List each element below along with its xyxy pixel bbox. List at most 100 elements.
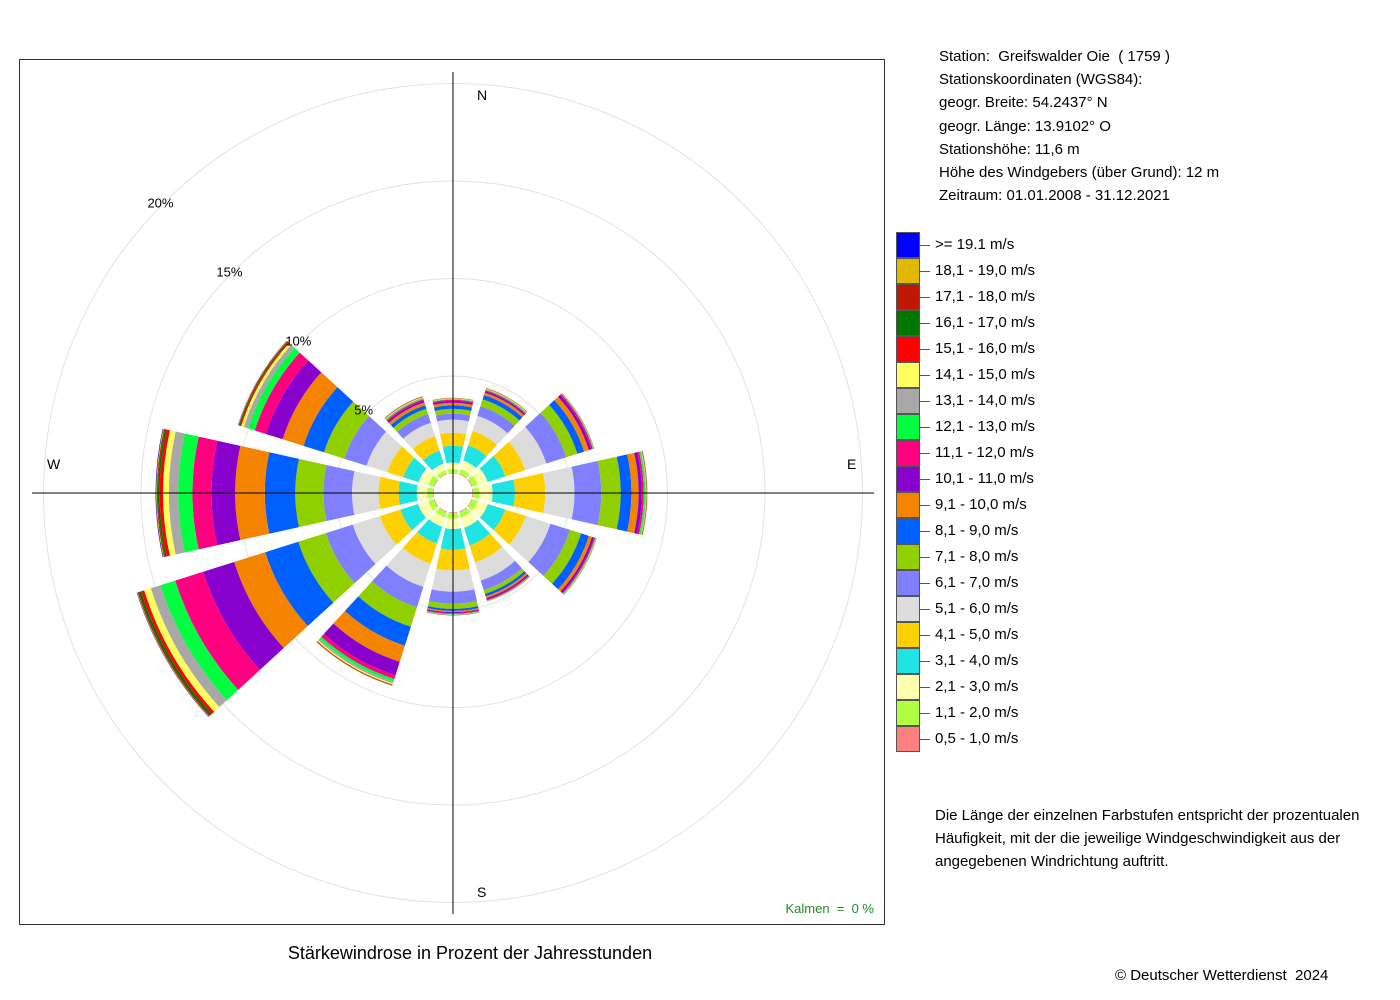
sector-segment [254,352,309,435]
sector-segment [641,451,647,535]
legend-item: 13,1 - 14,0 m/s [896,388,1096,414]
sector-segment [426,612,480,616]
sector-segment [426,611,480,615]
legend-tick [920,323,930,324]
legend-label: 6,1 - 7,0 m/s [935,574,1019,591]
legend-swatch [896,726,920,752]
wind-rose-svg: N E S W 5% 10% 15% 20% [32,72,874,914]
legend-item: 7,1 - 8,0 m/s [896,544,1096,570]
sector-segment [432,398,474,401]
sector-segment [543,529,582,584]
sector-segment [483,568,525,594]
sector-segment [234,552,308,649]
legend-item: >= 19.1 m/s [896,232,1096,258]
sector-segment [480,399,520,426]
legend-tick [920,661,930,662]
legend-label: 3,1 - 4,0 m/s [935,652,1019,669]
sector-segment [282,372,338,446]
legend-tick [920,583,930,584]
sector-segment [140,590,215,715]
sector-segment [325,524,376,584]
sector-segment [323,623,400,676]
sector-segment [241,342,292,428]
sector-segment [467,475,478,487]
sector-segment [463,445,487,468]
sector-segment [493,441,526,477]
sector-segment [642,450,648,536]
sector-segment [432,398,474,401]
sector-segment [390,405,427,428]
sector-segment [467,499,478,511]
sector-segment [439,507,448,513]
sector-segment [472,500,488,518]
sector-segment [482,394,523,421]
sector-segment [429,511,446,527]
sector-segment [150,585,227,708]
sector-segment [484,391,526,416]
sector-segment [433,498,439,507]
legend-label: 14,1 - 15,0 m/s [935,366,1036,383]
legend-tick [920,531,930,532]
legend-label: 15,1 - 16,0 m/s [935,340,1036,357]
sector-segment [463,519,491,546]
sector-segment [426,611,480,615]
rose-sectors [136,340,648,718]
sector-segment [554,396,589,452]
sector-segment [417,519,443,544]
sector-30 [458,387,528,479]
sector-segment [634,452,642,534]
sector-segment [435,507,447,518]
sector-segment [642,450,648,536]
sector-segment [432,463,446,476]
legend-item: 9,1 - 10,0 m/s [896,492,1096,518]
legend-swatch [896,596,920,622]
sector-segment [474,546,516,581]
sector-segment [319,636,395,682]
legend-tick [920,687,930,688]
sector-150 [458,507,531,602]
legend-tick [920,713,930,714]
legend-item: 8,1 - 9,0 m/s [896,518,1096,544]
sector-300 [237,340,439,488]
legend-item: 5,1 - 6,0 m/s [896,596,1096,622]
legend-tick [920,297,930,298]
legend-item: 11,1 - 12,0 m/s [896,440,1096,466]
station-elevation: Stationshöhe: 11,6 m [939,140,1080,158]
legend-tick [920,479,930,480]
wind-rose-chart: N E S W 5% 10% 15% 20% Kalmen = 0 % [19,59,885,925]
legend-swatch [896,544,920,570]
sector-segment [469,533,503,563]
legend-swatch [896,674,920,700]
legend-label: 10,1 - 11,0 m/s [935,470,1034,487]
sector-segment [432,399,474,404]
sector-segment [472,468,488,486]
legend-tick [920,349,930,350]
direction-labels: N E S W [47,87,856,900]
sector-segment [428,475,439,487]
legend-label: 2,1 - 3,0 m/s [935,678,1019,695]
legend-item: 2,1 - 3,0 m/s [896,674,1096,700]
legend-tick [920,427,930,428]
sector-segment [323,401,370,459]
sector-segment [528,523,570,576]
legend-swatch [896,440,920,466]
legend-item: 12,1 - 13,0 m/s [896,414,1096,440]
sector-segment [458,507,467,513]
legend-swatch [896,310,920,336]
sector-segment [156,428,165,558]
sector-segment [159,429,170,557]
sector-segment [344,416,387,466]
ring-label: 20% [147,195,173,210]
legend-swatch [896,258,920,284]
sector-segment [397,413,431,439]
sector-segment [144,588,220,712]
compass-axes [32,72,874,914]
legend-swatch [896,700,920,726]
sector-segment [426,612,480,616]
legend-swatch [896,414,920,440]
legend-tick [920,609,930,610]
sector-segment [560,536,594,593]
legend-swatch [896,336,920,362]
sector-segment [387,446,415,478]
sector-segment [379,509,413,545]
